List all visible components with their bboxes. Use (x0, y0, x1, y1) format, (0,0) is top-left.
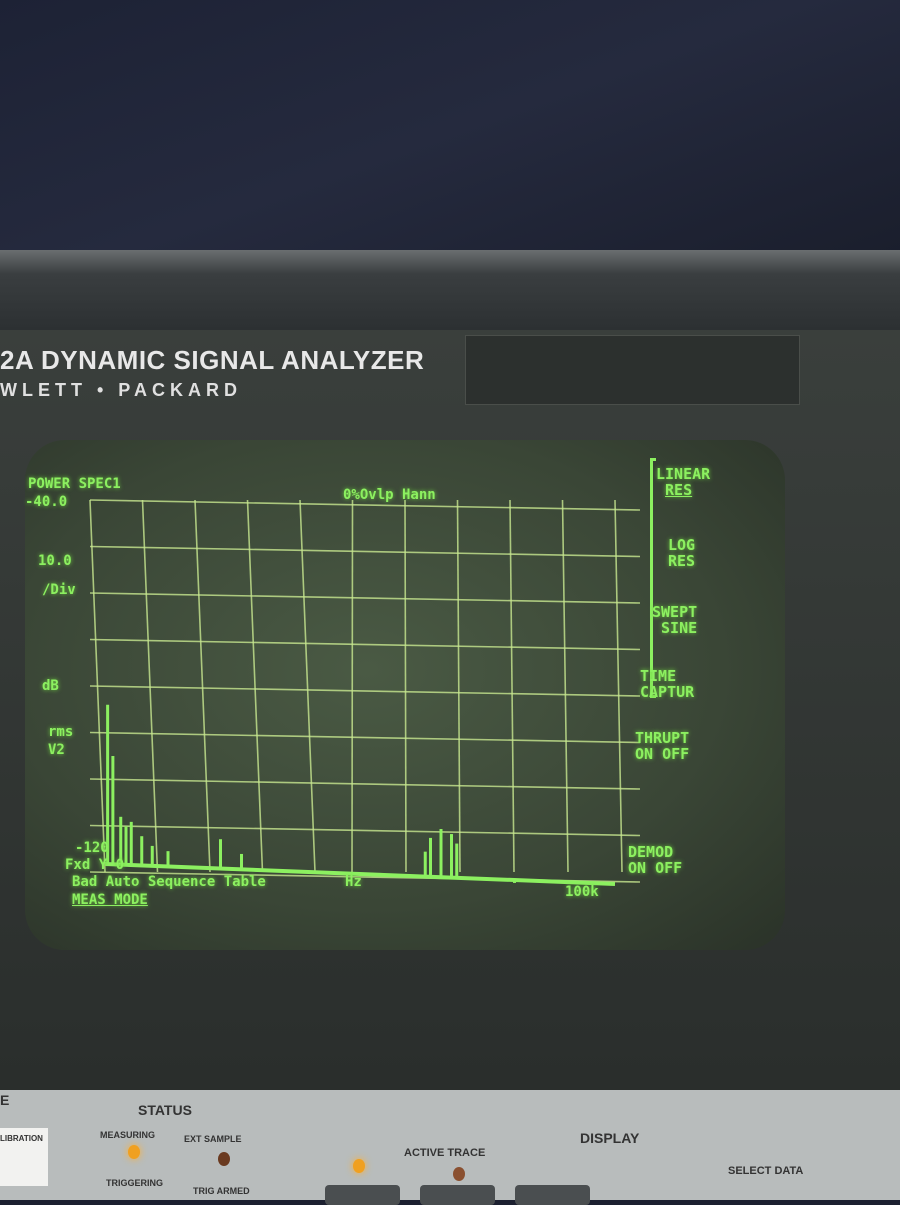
noise-floor (104, 862, 616, 886)
unit-rms: rms (48, 724, 74, 740)
y-bottom-label: -120 (75, 840, 109, 856)
grid-hline (89, 545, 641, 558)
unit-v2: V2 (48, 742, 65, 758)
trace-title: POWER SPEC1 (28, 476, 121, 492)
softkey-time-capture[interactable]: TIME CAPTUR (640, 667, 695, 701)
grid-vline (351, 499, 354, 873)
grid-hline (89, 824, 641, 837)
grid-vline (456, 499, 461, 873)
grid-hline (89, 499, 641, 511)
grid-hline (89, 778, 641, 790)
grid-hline (89, 731, 641, 744)
measuring-led (128, 1145, 140, 1159)
measuring-label: MEASURING (100, 1130, 156, 1140)
softkey-bracket (650, 458, 656, 698)
grid-hline (89, 685, 641, 697)
background-cloth (0, 0, 900, 260)
instrument-top-bezel (0, 250, 900, 330)
active-trace-label: ACTIVE TRACE (404, 1147, 486, 1159)
select-data-label: SELECT DATA (728, 1165, 804, 1177)
label-residue (465, 335, 800, 405)
grid-vline (404, 499, 407, 873)
model-label: 2A DYNAMIC SIGNAL ANALYZER (0, 345, 425, 375)
calibration-label: LIBRATION (0, 1134, 43, 1143)
unit-db: dB (42, 678, 59, 694)
scale-unit: /Div (42, 582, 76, 598)
calibration-sticker: LIBRATION (0, 1128, 48, 1186)
trace-a-led (353, 1159, 365, 1173)
ext-sample-led (218, 1152, 230, 1166)
grid-vline (509, 499, 515, 873)
ext-sample-label: EXT SAMPLE (184, 1134, 242, 1144)
trig-armed-label: TRIG ARMED (193, 1186, 250, 1196)
status-title: STATUS (138, 1102, 192, 1118)
softkey-demod[interactable]: DEMOD ON OFF (628, 843, 683, 877)
grid-vline (561, 499, 569, 873)
grid-vline (141, 499, 159, 873)
message-line: Bad Auto Sequence Table (72, 874, 266, 890)
display-title: DISPLAY (580, 1130, 640, 1146)
menu-name: MEAS MODE (72, 892, 148, 908)
window-info: 0%Ovlp Hann (343, 487, 436, 503)
grid-vline (194, 499, 211, 873)
x-end-label: 100k (565, 884, 599, 900)
display-key[interactable] (515, 1185, 590, 1205)
grid-vline (614, 499, 623, 873)
softkey-swept-sine[interactable]: SWEPT SINE (652, 603, 698, 637)
softkey-log-res[interactable]: LOG RES (668, 536, 696, 570)
trace-a-key[interactable] (325, 1185, 400, 1205)
y-top-label: -40.0 (25, 494, 68, 510)
grid-vline (246, 499, 264, 873)
front-panel (0, 1090, 900, 1200)
x-unit: Hz (345, 874, 362, 890)
section-label-fragment: E (0, 1092, 10, 1108)
grid-vline (299, 499, 316, 873)
softkey-linear-res[interactable]: LINEAR RES (656, 465, 711, 499)
grid-hline (89, 638, 641, 651)
softkey-thruput[interactable]: THRUPT ON OFF (635, 729, 690, 763)
maker-label: WLETT • PACKARD (0, 380, 242, 400)
triggering-label: TRIGGERING (106, 1178, 164, 1188)
status-line: Fxd Y 0 (65, 857, 125, 873)
scale-label: 10.0 (38, 553, 72, 569)
trace-b-led (453, 1167, 465, 1181)
trace-b-key[interactable] (420, 1185, 495, 1205)
grid-hline (89, 592, 641, 604)
